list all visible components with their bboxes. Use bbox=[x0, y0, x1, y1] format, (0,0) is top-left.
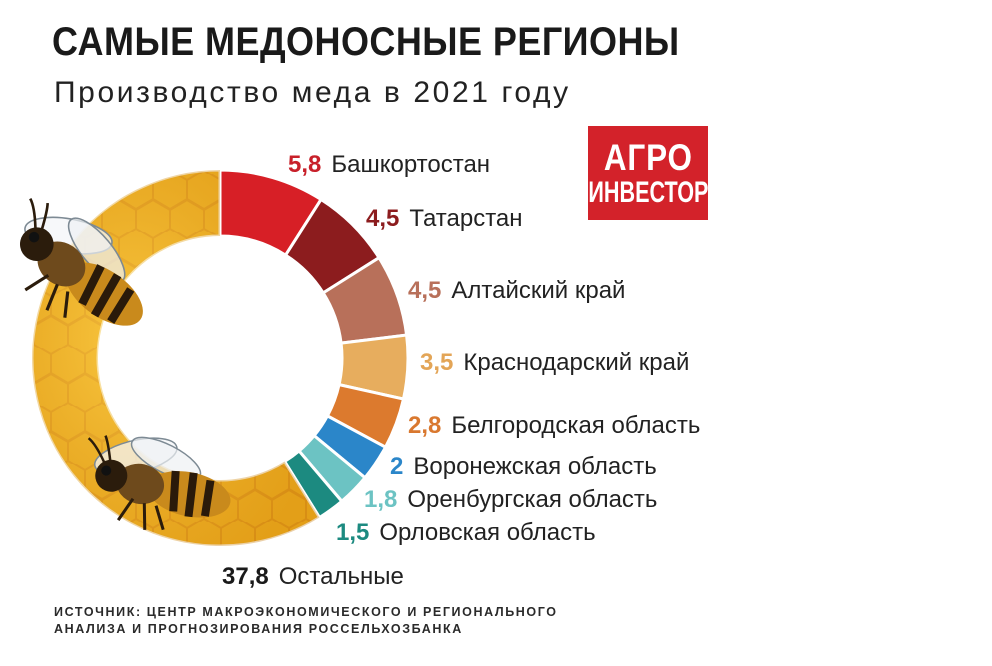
slice-name: Башкортостан bbox=[331, 151, 490, 178]
slice-value: 3,5 bbox=[420, 349, 453, 376]
slice-value: 2,8 bbox=[408, 412, 441, 439]
slice-name: Татарстан bbox=[409, 205, 522, 232]
slice-value: 4,5 bbox=[366, 205, 399, 232]
slice-label: 37,8 Остальные bbox=[222, 563, 404, 590]
source-note: ИСТОЧНИК: ЦЕНТР МАКРОЭКОНОМИЧЕСКОГО И РЕ… bbox=[54, 604, 558, 638]
bee-icon bbox=[20, 197, 143, 326]
slice-name: Оренбургская область bbox=[407, 486, 657, 513]
source-line-1: ИСТОЧНИК: ЦЕНТР МАКРОЭКОНОМИЧЕСКОГО И РЕ… bbox=[54, 605, 558, 619]
slice-name: Орловская область bbox=[379, 519, 595, 546]
donut-labels: 5,8 Башкортостан 4,5 Татарстан 4,5 Алтайский … bbox=[222, 151, 700, 590]
slice-label: 1,8 Оренбургская область bbox=[364, 486, 657, 513]
slice-value: 2 bbox=[390, 453, 403, 480]
slice-value: 37,8 bbox=[222, 563, 269, 590]
slice-value: 4,5 bbox=[408, 277, 441, 304]
slice-name: Белгородская область bbox=[451, 412, 700, 439]
source-line-2: АНАЛИЗА И ПРОГНОЗИРОВАНИЯ РОССЕЛЬХОЗБАНК… bbox=[54, 622, 463, 636]
agroinvestor-logo: АГРО ИНВЕСТОР bbox=[588, 126, 708, 220]
slice-name: Остальные bbox=[279, 563, 404, 590]
slice-name: Краснодарский край bbox=[463, 349, 689, 376]
slice-value: 5,8 bbox=[288, 151, 321, 178]
slice-label: 2,8 Белгородская область bbox=[408, 412, 700, 439]
slice-name: Воронежская область bbox=[413, 453, 656, 480]
slice-label: 5,8 Башкортостан bbox=[288, 151, 490, 178]
slice-label: 1,5 Орловская область bbox=[336, 519, 596, 546]
slice-label: 4,5 Татарстан bbox=[366, 205, 523, 232]
slice-value: 1,5 bbox=[336, 519, 369, 546]
logo-line-1: АГРО bbox=[603, 136, 693, 178]
chart-subtitle: Производство меда в 2021 году bbox=[54, 76, 571, 109]
slice-name: Алтайский край bbox=[451, 277, 625, 304]
slice-label: 3,5 Краснодарский край bbox=[420, 349, 689, 376]
chart-title: САМЫЕ МЕДОНОСНЫЕ РЕГИОНЫ bbox=[52, 20, 680, 64]
logo-line-2: ИНВЕСТОР bbox=[587, 175, 709, 209]
slice-label: 2 Воронежская область bbox=[390, 453, 657, 480]
slice-label: 4,5 Алтайский край bbox=[408, 277, 625, 304]
bee-illustration bbox=[20, 197, 231, 531]
bee-icon bbox=[87, 435, 231, 531]
slice-value: 1,8 bbox=[364, 486, 397, 513]
